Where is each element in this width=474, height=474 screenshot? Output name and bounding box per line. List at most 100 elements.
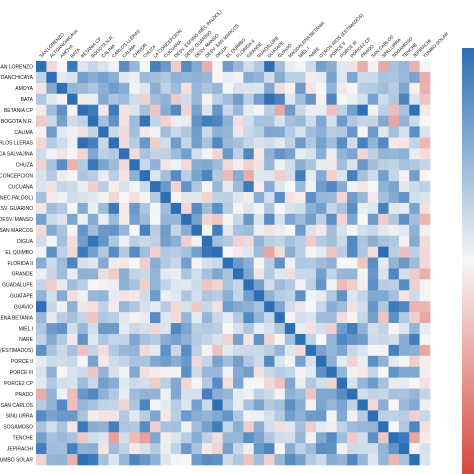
heatmap-cell [222,159,234,171]
heatmap-cell [326,366,337,378]
heatmap-cell [243,268,255,280]
heatmap-cell [191,377,203,389]
heatmap-cell [36,268,47,280]
heatmap-cell [398,290,410,302]
heatmap-cell [347,268,358,280]
heatmap-cell [87,454,99,466]
heatmap-cell [181,192,192,204]
heatmap-cell [274,312,286,324]
heatmap-cell [67,71,78,84]
y-tick-label: NEC.PALDOL) [0,195,33,201]
heatmap-cell [336,301,348,313]
heatmap-cell [139,246,151,258]
heatmap-cell [191,432,203,444]
heatmap-cell [67,257,78,269]
heatmap-cell [264,170,275,182]
heatmap-cell [243,333,255,346]
heatmap-cell [160,126,172,138]
heatmap-cell [212,137,223,149]
heatmap-cell [419,377,431,389]
heatmap-cell [264,301,275,313]
y-tick-label: PORCE III [10,370,33,376]
heatmap-cell [388,268,400,280]
heatmap-cell [36,410,47,422]
heatmap-cell [315,71,327,84]
heatmap-cell [201,290,213,302]
heatmap-cell [243,148,255,160]
heatmap-cell [222,104,234,116]
heatmap-cell [118,366,130,378]
heatmap-cell [118,61,130,73]
heatmap-cell [67,93,78,105]
heatmap-cell [108,104,120,116]
heatmap-cell [409,399,420,411]
heatmap-cell [378,257,389,269]
heatmap-cell [212,235,223,247]
heatmap-cell [98,454,109,466]
heatmap-cell [326,333,337,346]
heatmap-cell [139,366,151,378]
heatmap-cell [295,148,306,160]
heatmap-cell [274,388,286,400]
heatmap-cell [98,344,109,357]
heatmap-cell [336,377,348,389]
heatmap-cell [295,443,306,455]
heatmap-cell [139,388,151,400]
heatmap-cell [201,421,213,433]
heatmap-cell [36,213,47,226]
heatmap-cell [398,454,410,466]
heatmap-cell [326,202,337,215]
heatmap-cell [357,181,369,193]
heatmap-cell [409,213,420,226]
heatmap-cell [201,202,213,215]
y-tick-label: CONCEPCION [0,173,33,179]
heatmap-cell [284,333,296,346]
heatmap-cell [56,181,68,193]
heatmap-cell [160,279,172,291]
heatmap-cell [347,312,358,324]
heatmap-cell [56,421,68,433]
heatmap-cell [357,432,369,444]
heatmap-cell [295,213,306,226]
heatmap-cell [233,213,244,226]
heatmap-cell [233,312,244,324]
heatmap-cell [77,268,89,280]
heatmap-cell [98,333,109,346]
heatmap-cell [315,410,327,422]
heatmap-cell [36,443,47,455]
heatmap-cell [284,82,296,95]
heatmap-cell [56,388,68,400]
heatmap-cell [378,192,389,204]
heatmap-cell [181,279,192,291]
heatmap-cell [243,181,255,193]
heatmap-cell [284,399,296,411]
heatmap-cell [87,148,99,160]
heatmap-cell [181,202,192,215]
heatmap-cell [191,170,203,182]
heatmap-cell [170,399,182,411]
heatmap-cell [56,399,68,411]
heatmap-cell [77,366,89,378]
heatmap-cell [305,344,317,357]
heatmap-cell [233,126,244,138]
heatmap-cell [243,82,255,95]
heatmap-cell [170,137,182,149]
heatmap-cell [388,257,400,269]
heatmap-cell [398,366,410,378]
heatmap-cell [181,377,192,389]
heatmap-cell [305,421,317,433]
heatmap-cell [357,71,369,84]
heatmap-cell [139,279,151,291]
heatmap-cell [378,443,389,455]
heatmap-cell [253,268,265,280]
heatmap-cell [129,333,140,346]
heatmap-cell [150,279,161,291]
heatmap-cell [160,432,172,444]
heatmap-cell [253,148,265,160]
heatmap-cell [222,224,234,236]
heatmap-cell [191,355,203,368]
heatmap-cell [357,104,369,116]
heatmap-cell [212,93,223,105]
heatmap-cell [347,82,358,95]
